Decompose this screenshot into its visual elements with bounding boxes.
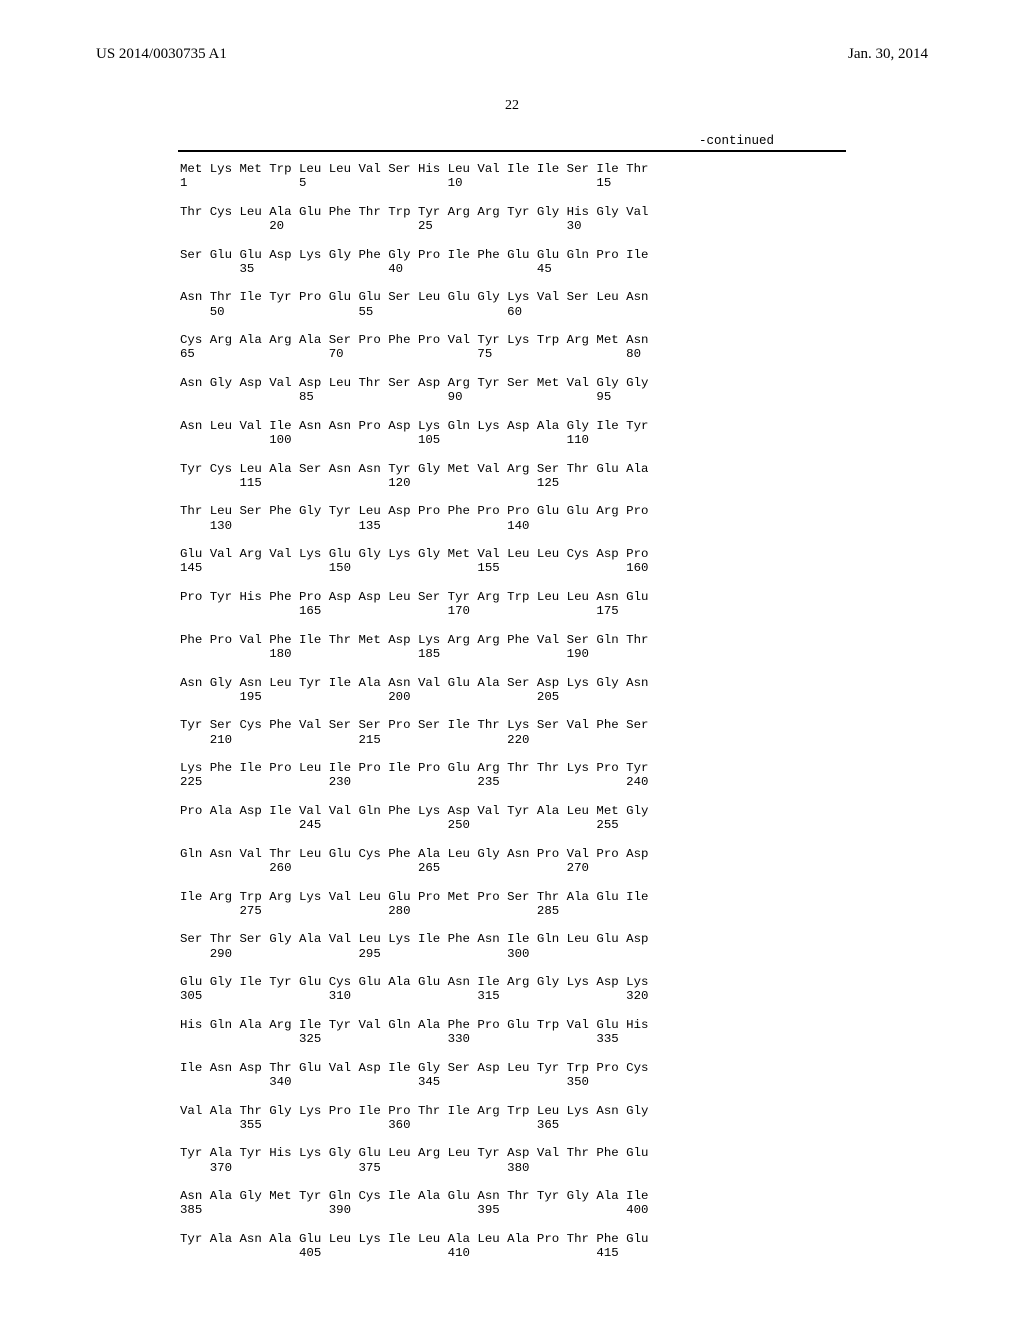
page-number: 22 [0,98,1024,114]
patent-page: US 2014/0030735 A1 Jan. 30, 2014 22 -con… [0,0,1024,1320]
continued-label: -continued [0,134,774,148]
publication-date: Jan. 30, 2014 [848,46,928,63]
horizontal-rule [178,150,846,152]
publication-number: US 2014/0030735 A1 [96,46,227,63]
sequence-listing: Met Lys Met Trp Leu Leu Val Ser His Leu … [180,162,1024,1260]
